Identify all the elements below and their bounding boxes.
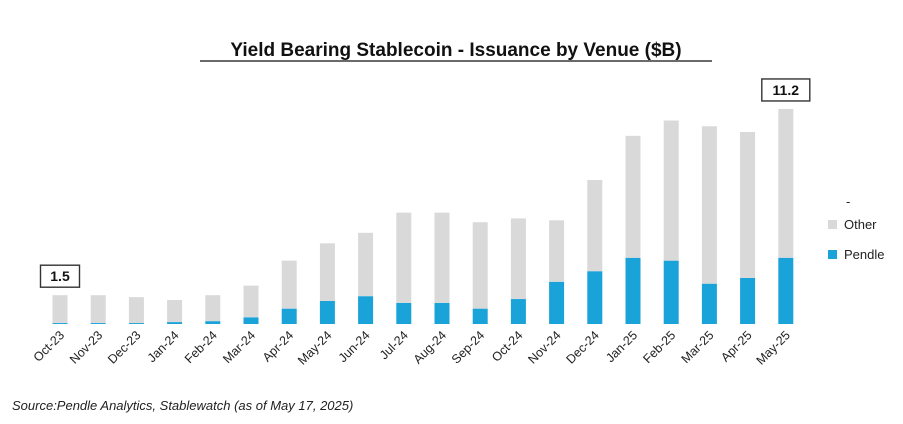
x-tick-jan-24: Jan-24	[145, 328, 182, 365]
source-note: Source:Pendle Analytics, Stablewatch (as…	[12, 398, 354, 413]
bar-pendle-feb-25	[663, 260, 679, 324]
bar-other-oct-23	[52, 295, 68, 324]
bar-pendle-jan-24	[167, 322, 183, 324]
bar-pendle-apr-25	[740, 277, 756, 324]
x-tick-labels: Oct-23 Nov-23 Dec-23 Jan-24 Feb-24 Mar-24 Apr-…	[31, 328, 793, 367]
bar-other-mar-25	[701, 126, 717, 284]
x-tick-oct-24: Oct-24	[489, 328, 525, 364]
bar-other-nov-24	[549, 220, 565, 282]
x-tick-mar-24: Mar-24	[220, 328, 258, 366]
bar-other-dec-24	[587, 180, 603, 272]
bar-other-may-25	[778, 108, 794, 258]
callout-box-may-25	[761, 78, 811, 102]
bar-other-jul-24	[396, 212, 412, 303]
bar-pendle-jun-24	[358, 296, 374, 324]
legend-header: -	[846, 194, 850, 209]
bar-other-apr-25	[740, 132, 756, 278]
bar-pendle-sep-24	[472, 308, 488, 324]
bar-pendle-oct-24	[510, 299, 526, 324]
bar-pendle-dec-23	[128, 323, 144, 324]
callouts: 1.5 11.2	[39, 78, 811, 288]
x-tick-nov-23: Nov-23	[67, 328, 105, 366]
bar-other-dec-23	[128, 297, 144, 324]
x-tick-jan-25: Jan-25	[603, 328, 640, 365]
bar-other-mar-24	[243, 285, 259, 318]
x-tick-may-24: May-24	[295, 328, 334, 367]
bars-group	[52, 108, 794, 324]
bar-pendle-apr-24	[281, 308, 297, 324]
x-tick-jul-24: Jul-24	[377, 328, 411, 362]
bar-other-oct-24	[510, 218, 526, 300]
bar-pendle-jul-24	[396, 302, 412, 324]
bar-other-feb-24	[205, 295, 221, 322]
bar-pendle-dec-24	[587, 271, 603, 324]
bar-pendle-oct-23	[52, 323, 68, 324]
chart-title: Yield Bearing Stablecoin - Issuance by V…	[230, 40, 681, 61]
x-tick-apr-25: Apr-25	[718, 328, 754, 364]
bar-other-sep-24	[472, 222, 488, 309]
bar-other-apr-24	[281, 260, 297, 309]
bar-pendle-feb-24	[205, 321, 221, 324]
x-tick-feb-24: Feb-24	[182, 328, 220, 366]
x-tick-oct-23: Oct-23	[31, 328, 67, 364]
bar-pendle-may-25	[778, 257, 794, 324]
x-tick-dec-24: Dec-24	[564, 328, 602, 366]
x-tick-mar-25: Mar-25	[679, 328, 717, 366]
bar-pendle-jan-25	[625, 257, 641, 324]
legend-label-other: Other	[844, 217, 877, 232]
bar-pendle-may-24	[319, 300, 335, 324]
bar-other-aug-24	[434, 212, 450, 303]
x-tick-nov-24: Nov-24	[525, 328, 563, 366]
bar-pendle-nov-23	[90, 323, 106, 324]
bar-other-nov-23	[90, 295, 106, 324]
callout-label-oct-23: 1.5	[50, 268, 70, 284]
bar-other-jan-24	[167, 300, 183, 323]
callout-box-oct-23	[39, 264, 81, 288]
bar-pendle-nov-24	[549, 281, 565, 324]
x-tick-aug-24: Aug-24	[411, 328, 449, 366]
bar-other-feb-25	[663, 120, 679, 261]
legend-label-pendle: Pendle	[844, 247, 884, 262]
bar-pendle-aug-24	[434, 302, 450, 324]
bar-other-may-24	[319, 243, 335, 301]
bar-pendle-mar-24	[243, 317, 259, 324]
bar-pendle-mar-25	[701, 283, 717, 324]
legend-swatch-other	[828, 220, 837, 229]
x-tick-feb-25: Feb-25	[640, 328, 678, 366]
bar-other-jun-24	[358, 232, 374, 297]
legend-swatch-pendle	[828, 250, 837, 259]
x-tick-apr-24: Apr-24	[260, 328, 296, 364]
x-tick-jun-24: Jun-24	[336, 328, 373, 365]
callout-label-may-25: 11.2	[773, 82, 800, 98]
x-tick-sep-24: Sep-24	[449, 328, 487, 366]
x-tick-may-25: May-25	[754, 328, 793, 367]
x-tick-dec-23: Dec-23	[105, 328, 143, 366]
bar-other-jan-25	[625, 135, 641, 258]
legend: - Other Pendle	[828, 194, 884, 262]
